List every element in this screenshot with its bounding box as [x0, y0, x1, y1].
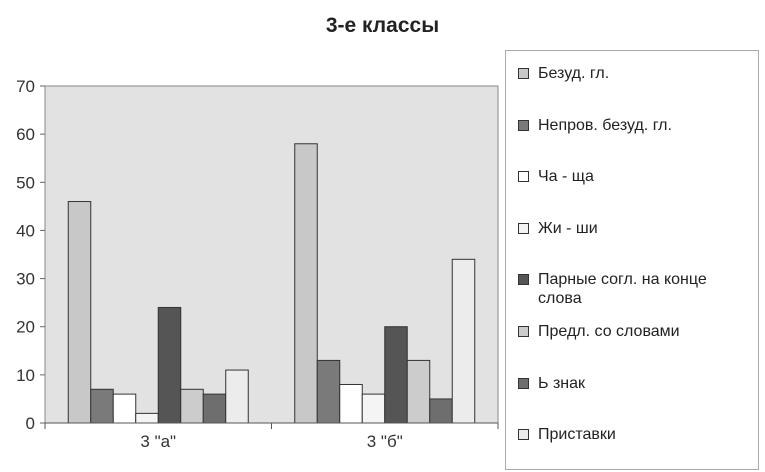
legend-item: Жи - ши: [518, 219, 754, 238]
bar: [294, 143, 318, 424]
bars: [67, 143, 476, 424]
bar: [316, 359, 341, 424]
legend-label: Непров. безуд. гл.: [538, 116, 672, 134]
bar: [202, 393, 227, 424]
legend-swatch: [518, 171, 529, 183]
legend-swatch: [518, 119, 529, 131]
bar: [225, 369, 249, 424]
legend-label: Ча - ща: [538, 168, 594, 186]
legend-label: Предл. со словами: [538, 323, 680, 340]
legend-swatch: [518, 274, 529, 286]
bar: [157, 306, 182, 424]
x-axis: 3 "а" 3 "б": [44, 422, 499, 451]
legend-item: Безуд. гл.: [518, 64, 754, 83]
bar: [384, 326, 408, 424]
y-tick-label: 10: [16, 366, 35, 385]
legend-swatch: [518, 326, 529, 337]
x-category-label: 3 "б": [367, 432, 403, 451]
legend-item: Ча - ща: [518, 167, 754, 186]
legend-label: Безуд. гл.: [538, 65, 610, 82]
y-tick-label: 50: [16, 173, 35, 192]
legend-swatch: [518, 222, 529, 234]
x-category-label: 3 "а": [140, 432, 176, 451]
bar: [67, 201, 92, 424]
bar: [339, 383, 363, 424]
legend-swatch: [518, 377, 529, 389]
y-tick-label: 60: [16, 125, 35, 144]
bar: [361, 393, 386, 424]
bar: [135, 412, 159, 424]
legend: Безуд. гл. Непров. безуд. гл. Ча - ща Жи - …: [505, 50, 759, 470]
legend-swatch: [518, 68, 529, 79]
legend-item: Предл. со словами: [518, 322, 754, 341]
bar: [406, 359, 431, 424]
legend-item: Приставки: [518, 425, 754, 444]
chart-title: 3-е классы: [325, 14, 440, 37]
legend-label: Приставки: [538, 426, 616, 444]
legend-swatch: [518, 429, 529, 441]
legend-item: Парные согл. на конце слова: [518, 270, 754, 308]
y-tick-label: 20: [16, 318, 35, 337]
y-axis: 0 10 20 30 40 50 60 70: [16, 77, 45, 433]
legend-item: Ь знак: [518, 374, 754, 393]
bar: [429, 398, 453, 424]
bar: [451, 258, 476, 424]
y-tick-label: 70: [16, 77, 35, 96]
y-tick-label: 30: [16, 270, 35, 289]
y-tick-label: 40: [16, 221, 35, 240]
legend-label: Жи - ши: [538, 219, 598, 237]
legend-label: Ь знак: [538, 374, 586, 392]
legend-label: Парные согл. на конце слова: [538, 271, 707, 308]
bar: [180, 388, 204, 424]
legend-item: Непров. безуд. гл.: [518, 116, 754, 135]
bar: [112, 393, 137, 424]
bar: [90, 388, 114, 424]
y-tick-label: 0: [26, 414, 35, 433]
